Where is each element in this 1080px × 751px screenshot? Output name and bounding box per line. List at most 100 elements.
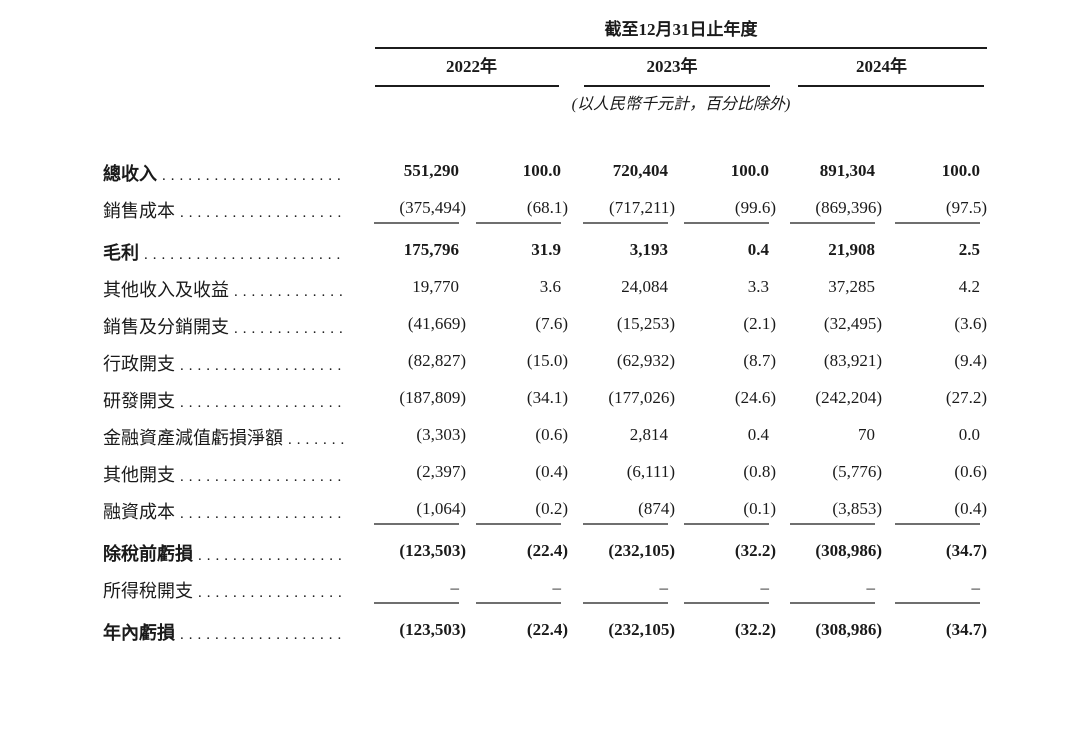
cell-value: (41,669) [407, 313, 466, 333]
cell-2023-percent: 100.0 [675, 152, 776, 189]
cell-2024-value: (869,396) [776, 189, 882, 226]
cell-value: 2.5 [958, 239, 980, 259]
cell-2022-percent: (0.4) [466, 453, 568, 490]
cell-value: (3,853) [832, 498, 882, 518]
cell-value: (8.7) [743, 350, 776, 370]
cell-2022-value: (123,503) [375, 532, 466, 569]
cell-2022-value: (375,494) [374, 189, 466, 226]
cell-2022-value: 175,796 [375, 231, 466, 268]
cell-2022-percent: (68.1) [466, 189, 568, 226]
table-row: 除稅前虧損 (123,503) (22.4) (232,105) (32.2) … [100, 532, 987, 569]
cell-2023-percent: (24.6) [675, 379, 776, 416]
cell-2022-percent: (22.4) [466, 611, 568, 648]
cell-2023-value: 2,814 [568, 416, 675, 453]
cell-value: (62,932) [616, 350, 675, 370]
cell-value: (0.6) [954, 461, 987, 481]
dot-leader [288, 432, 345, 449]
cell-value: (34.7) [945, 619, 987, 639]
cell-2023-value: 3,193 [568, 231, 675, 268]
cell-2024-value: 37,285 [776, 268, 882, 305]
cell-value: (869,396) [815, 197, 882, 217]
cell-2024-value: 891,304 [776, 152, 882, 189]
cell-value: (177,026) [608, 387, 675, 407]
cell-value: 3.3 [747, 276, 769, 296]
cell-value: (34.1) [526, 387, 568, 407]
cell-value: (187,809) [399, 387, 466, 407]
year-column-2023: 2023年 [568, 49, 776, 87]
cell-2022-value: (41,669) [375, 305, 466, 342]
cell-2022-value: (187,809) [375, 379, 466, 416]
cell-value: (874) [638, 498, 675, 518]
cell-value: (15,253) [616, 313, 675, 333]
cell-value: (0.4) [954, 498, 987, 518]
cell-2024-percent: (3.6) [882, 305, 987, 342]
label-cell: 其他開支 [100, 453, 375, 490]
dot-leader [180, 627, 345, 644]
cell-2023-value: – [568, 569, 675, 606]
cell-value: (232,105) [608, 540, 675, 560]
cell-2024-percent: (27.2) [882, 379, 987, 416]
cell-value: 100.0 [941, 160, 980, 180]
cell-2023-value: (874) [568, 490, 675, 527]
cell-2023-value: (232,105) [568, 532, 675, 569]
period-underline [375, 47, 987, 49]
cell-2023-percent: (0.8) [675, 453, 776, 490]
unit-note: (以人民幣千元計，百分比除外) [571, 96, 791, 113]
cell-2024-value: (308,986) [776, 611, 882, 648]
row-label: 其他開支 [103, 465, 175, 485]
cell-value: 3,193 [629, 239, 668, 259]
cell-value: (27.2) [945, 387, 987, 407]
cell-value: (0.1) [743, 498, 776, 518]
cell-2024-percent: (34.7) [882, 532, 987, 569]
table-row: 研發開支 (187,809) (34.1) (177,026) (24.6) (… [100, 379, 987, 416]
dot-leader [180, 358, 345, 375]
dot-leader [180, 205, 345, 222]
cell-value: 100.0 [730, 160, 769, 180]
cell-value: (717,211) [609, 197, 675, 217]
row-label: 其他收入及收益 [103, 280, 229, 300]
cell-2023-percent: 0.4 [675, 416, 776, 453]
dot-leader [180, 395, 345, 412]
cell-value: 2,814 [629, 424, 668, 444]
cell-2024-percent: – [882, 569, 987, 606]
table-row: 銷售及分銷開支 (41,669) (7.6) (15,253) (2.1) (3… [100, 305, 987, 342]
cell-value: – [971, 577, 981, 597]
cell-2024-value: – [776, 569, 882, 606]
cell-value: (9.4) [954, 350, 987, 370]
cell-2022-value: (3,303) [375, 416, 466, 453]
cell-value: (123,503) [399, 619, 466, 639]
cell-2022-percent: 3.6 [466, 268, 568, 305]
cell-2024-percent: (97.5) [882, 189, 987, 226]
label-cell: 研發開支 [100, 379, 375, 416]
cell-value: (5,776) [832, 461, 882, 481]
dot-leader [162, 168, 345, 185]
table-row: 總收入 551,290 100.0 720,404 100.0 891,304 … [100, 152, 987, 189]
year-label: 2024年 [856, 57, 907, 76]
cell-value: 31.9 [531, 239, 561, 259]
cell-2024-value: 21,908 [776, 231, 882, 268]
row-label: 銷售及分銷開支 [103, 317, 229, 337]
cell-value: (308,986) [815, 540, 882, 560]
cell-2024-value: (5,776) [776, 453, 882, 490]
cell-value: 4.2 [958, 276, 980, 296]
cell-2024-percent: 100.0 [882, 152, 987, 189]
table-row: 融資成本 (1,064) (0.2) (874) (0.1) (3,853) (… [100, 490, 987, 527]
table-row: 所得稅開支 – – – – – – [100, 569, 987, 606]
cell-value: (99.6) [734, 197, 776, 217]
cell-2023-value: 720,404 [568, 152, 675, 189]
period-header: 截至12月31日止年度 [604, 20, 758, 39]
cell-2024-percent: 0.0 [882, 416, 987, 453]
cell-2023-percent: 3.3 [675, 268, 776, 305]
cell-value: – [450, 577, 460, 597]
table-row: 年內虧損 (123,503) (22.4) (232,105) (32.2) (… [100, 611, 987, 648]
cell-value: 24,084 [621, 276, 668, 296]
cell-value: (32.2) [734, 540, 776, 560]
dot-leader [144, 247, 345, 264]
label-cell: 其他收入及收益 [100, 268, 375, 305]
cell-2023-percent: 0.4 [675, 231, 776, 268]
table-row: 其他開支 (2,397) (0.4) (6,111) (0.8) (5,776)… [100, 453, 987, 490]
dot-leader [198, 585, 345, 602]
cell-value: – [552, 577, 562, 597]
financial-statement-table: 截至12月31日止年度 2022年 2023年 2024年 (以人民幣千元計，百… [100, 20, 987, 648]
cell-value: 0.4 [747, 239, 769, 259]
